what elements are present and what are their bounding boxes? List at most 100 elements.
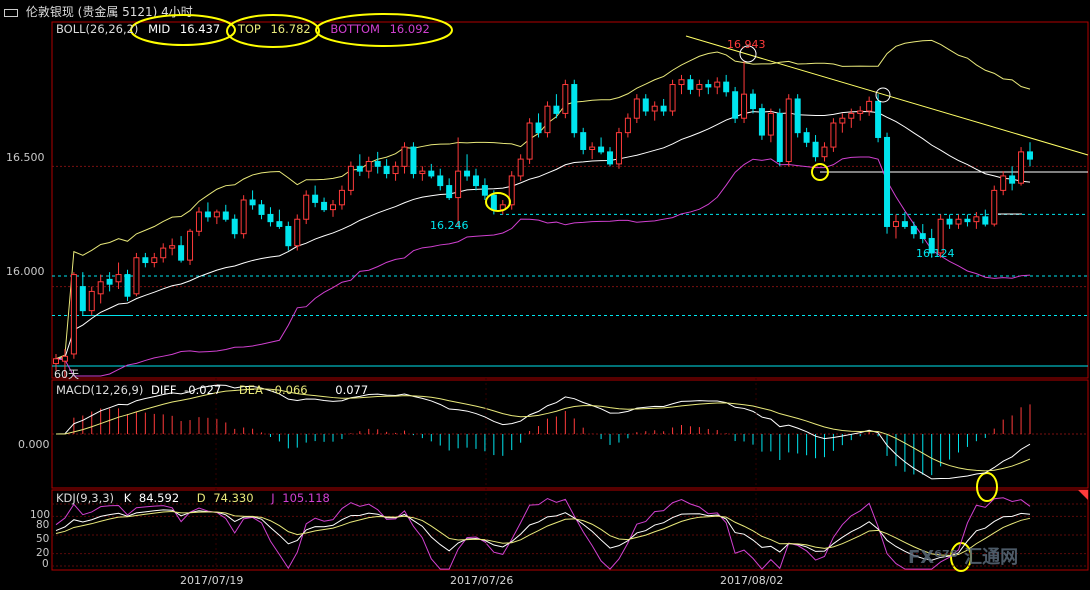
candle-body <box>1009 175 1016 184</box>
candle-body <box>660 105 667 112</box>
candle-body <box>607 151 614 165</box>
k-label: K <box>123 491 132 505</box>
candle-body <box>553 105 560 114</box>
kdj-tick-label: 50 <box>36 533 50 545</box>
candle-body <box>195 211 202 232</box>
candle-body <box>312 194 319 203</box>
candle-body <box>79 286 86 312</box>
candle-body <box>151 257 158 264</box>
bottom-value: 16.092 <box>389 22 430 36</box>
macd-indicator-name: MACD(12,26,9) <box>56 383 144 397</box>
candle-body <box>571 84 578 134</box>
k-value: 84.592 <box>138 491 180 505</box>
candle-body <box>133 257 140 295</box>
candle-body <box>741 93 748 119</box>
candle-body <box>580 132 587 150</box>
x-tick-label: 2017/08/02 <box>720 574 784 587</box>
kdj-panel-frame <box>51 489 1089 571</box>
candle-body <box>955 218 962 225</box>
candle-body <box>338 189 345 206</box>
candle-body <box>723 81 730 93</box>
candle-body <box>231 218 238 235</box>
candle-body <box>419 170 426 175</box>
candle-body <box>705 84 712 88</box>
candle-body <box>303 194 310 220</box>
candle-body <box>115 274 122 283</box>
candle-body <box>562 84 569 114</box>
kdj-indicator-name: KDJ(9,3,3) <box>56 491 115 505</box>
candle-body <box>401 146 408 167</box>
candle-body <box>892 221 899 227</box>
candle-body <box>481 185 488 196</box>
mid-highlight-ellipse <box>130 14 236 46</box>
candle-body <box>821 146 828 158</box>
low-highlight-ellipse <box>811 163 829 181</box>
candle-body <box>240 199 247 235</box>
candle-body <box>446 185 453 199</box>
candle-body <box>472 175 479 187</box>
candle-body <box>53 358 59 365</box>
j-value: 105.118 <box>282 491 330 505</box>
candle-body <box>204 211 211 218</box>
candle-body <box>749 93 756 110</box>
candle-body <box>615 132 622 165</box>
candle-body <box>178 245 185 261</box>
bottom-label: BOTTOM <box>330 22 380 36</box>
kdj-tick-label: 100 <box>30 509 51 521</box>
candle-body <box>803 132 810 143</box>
candle-body <box>464 170 471 177</box>
kdj-tick-label: 0 <box>42 558 49 570</box>
candle-body <box>1018 151 1025 184</box>
candle-body <box>169 245 176 249</box>
window-icon[interactable] <box>4 8 18 17</box>
low-price-label: 16.246 <box>430 219 469 232</box>
candle-body <box>267 213 274 223</box>
candle-body <box>732 91 739 119</box>
top-label: TOP <box>237 22 261 36</box>
price-tick-label: 16.500 <box>6 151 45 164</box>
bottom-highlight-ellipse <box>315 13 453 47</box>
candle-body <box>964 218 971 223</box>
candle-body <box>526 122 533 160</box>
candle-body <box>1027 151 1033 160</box>
candle-body <box>678 79 685 86</box>
candle-body <box>258 204 265 215</box>
candle-body <box>767 112 774 136</box>
period-label: 60天 <box>54 368 79 381</box>
window-title: 伦敦银现 (贵金属 5121) 4小时 <box>25 5 193 19</box>
candle-body <box>776 112 783 163</box>
macd-tick-label: 0.000 <box>18 438 50 451</box>
macd-value: 0.077 <box>335 383 369 397</box>
candle-body <box>544 105 551 134</box>
candle-body <box>106 278 113 285</box>
candle-body <box>1000 175 1007 191</box>
candle-body <box>490 194 497 211</box>
candle-body <box>321 201 328 211</box>
macd-dea-line <box>55 388 1031 472</box>
candle-body <box>347 165 354 191</box>
candle-body <box>785 98 792 163</box>
price-panel-frame <box>51 21 1089 379</box>
resistance-trendline <box>685 35 1089 156</box>
candle-body <box>642 98 649 112</box>
dea-value: -0.066 <box>270 383 308 397</box>
candle-body <box>249 199 256 206</box>
candle-body <box>669 84 676 112</box>
boll-legend: BOLL(26,26,2) MID 16.437 TOP 16.782 BOTT… <box>56 22 430 36</box>
candle-body <box>910 225 917 235</box>
candle-body <box>919 233 926 239</box>
j-label: J <box>271 491 275 505</box>
x-tick-label: 2017/07/26 <box>450 574 514 587</box>
macd-legend: MACD(12,26,9) DIFF -0.027 DEA -0.066 0.0… <box>56 383 368 397</box>
candle-body <box>124 274 131 297</box>
candle-body <box>812 141 819 158</box>
kdj-tick-label: 20 <box>36 547 50 559</box>
high-marker-circle <box>739 45 757 63</box>
kdj-d-line <box>55 510 1031 556</box>
boll-mid-line <box>55 110 1031 360</box>
d-value: 74.330 <box>213 491 254 505</box>
dea-label: DEA <box>238 383 263 397</box>
kdj-k-line <box>55 509 1031 561</box>
candle-body <box>70 274 77 355</box>
